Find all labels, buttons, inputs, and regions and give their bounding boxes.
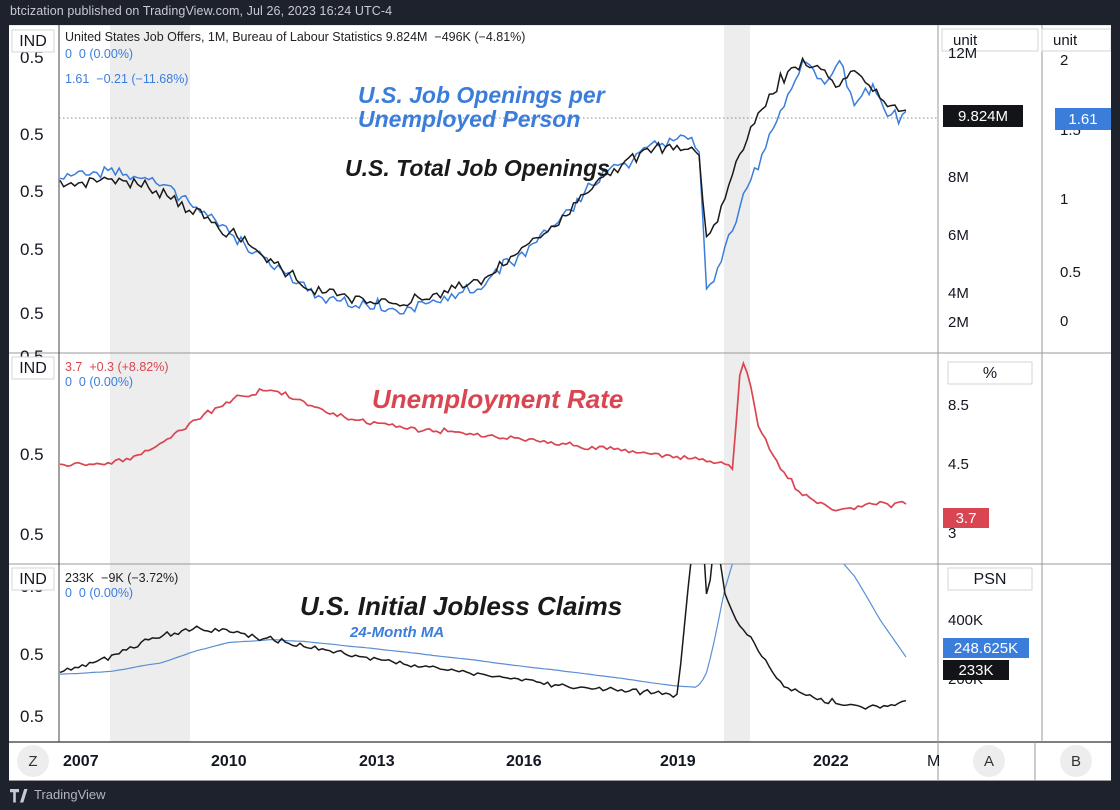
svg-text:United States Job Offers, 1M,: United States Job Offers, 1M, Bureau of … (65, 30, 525, 44)
svg-text:0.5: 0.5 (20, 645, 44, 664)
svg-text:6M: 6M (948, 227, 969, 244)
svg-text:unit: unit (1053, 32, 1078, 49)
svg-text:8.5: 8.5 (948, 397, 969, 414)
svg-text:0.5: 0.5 (20, 525, 44, 544)
svg-text:Unemployment Rate: Unemployment Rate (372, 384, 623, 414)
svg-text:1.61: 1.61 (1068, 111, 1097, 128)
svg-text:8M: 8M (948, 169, 969, 186)
svg-text:0.5: 0.5 (1060, 264, 1081, 281)
svg-text:400K: 400K (948, 612, 983, 629)
svg-text:0: 0 (1060, 313, 1068, 330)
svg-text:Z: Z (28, 753, 37, 770)
svg-text:0 0 (0.00%): 0 0 (0.00%) (65, 375, 133, 389)
svg-text:0.5: 0.5 (20, 445, 44, 464)
svg-text:U.S. Job Openings per: U.S. Job Openings per (358, 82, 606, 108)
svg-text:2: 2 (1060, 52, 1068, 69)
svg-text:3.7: 3.7 (956, 510, 977, 527)
svg-text:0.5: 0.5 (20, 304, 44, 323)
svg-text:0.5: 0.5 (20, 125, 44, 144)
svg-text:9.824M: 9.824M (958, 108, 1008, 125)
svg-text:4.5: 4.5 (948, 456, 969, 473)
svg-text:A: A (984, 753, 994, 770)
svg-text:IND: IND (19, 33, 47, 50)
svg-text:%: % (983, 365, 997, 382)
svg-text:U.S. Initial Jobless Claims: U.S. Initial Jobless Claims (300, 591, 622, 621)
svg-text:3.7 +0.3 (+8.82%): 3.7 +0.3 (+8.82%) (65, 360, 169, 374)
svg-text:2013: 2013 (359, 753, 395, 770)
svg-text:0 0 (0.00%): 0 0 (0.00%) (65, 47, 133, 61)
svg-text:0.5: 0.5 (20, 182, 44, 201)
svg-text:2019: 2019 (660, 753, 696, 770)
svg-text:IND: IND (19, 571, 47, 588)
svg-text:1: 1 (1060, 191, 1068, 208)
svg-text:IND: IND (19, 360, 47, 377)
svg-text:U.S. Total Job Openings: U.S. Total Job Openings (345, 155, 610, 181)
svg-text:233K: 233K (958, 662, 993, 679)
svg-text:233K −9K (−3.72%): 233K −9K (−3.72%) (65, 571, 178, 585)
svg-text:2007: 2007 (63, 753, 99, 770)
svg-text:4M: 4M (948, 285, 969, 302)
svg-text:2M: 2M (948, 314, 969, 331)
svg-text:2010: 2010 (211, 753, 247, 770)
svg-text:0.5: 0.5 (20, 707, 44, 726)
svg-text:2016: 2016 (506, 753, 542, 770)
svg-text:PSN: PSN (974, 571, 1007, 588)
svg-text:Unemployed Person: Unemployed Person (358, 106, 580, 132)
svg-text:M: M (927, 753, 940, 770)
svg-text:248.625K: 248.625K (954, 640, 1018, 657)
svg-text:0 0 (0.00%): 0 0 (0.00%) (65, 586, 133, 600)
svg-text:1.61 −0.21 (−11.68%): 1.61 −0.21 (−11.68%) (65, 72, 188, 86)
svg-text:12M: 12M (948, 45, 977, 62)
svg-text:2022: 2022 (813, 753, 849, 770)
svg-text:0.5: 0.5 (20, 240, 44, 259)
svg-text:24-Month MA: 24-Month MA (349, 624, 444, 641)
svg-text:B: B (1071, 753, 1081, 770)
